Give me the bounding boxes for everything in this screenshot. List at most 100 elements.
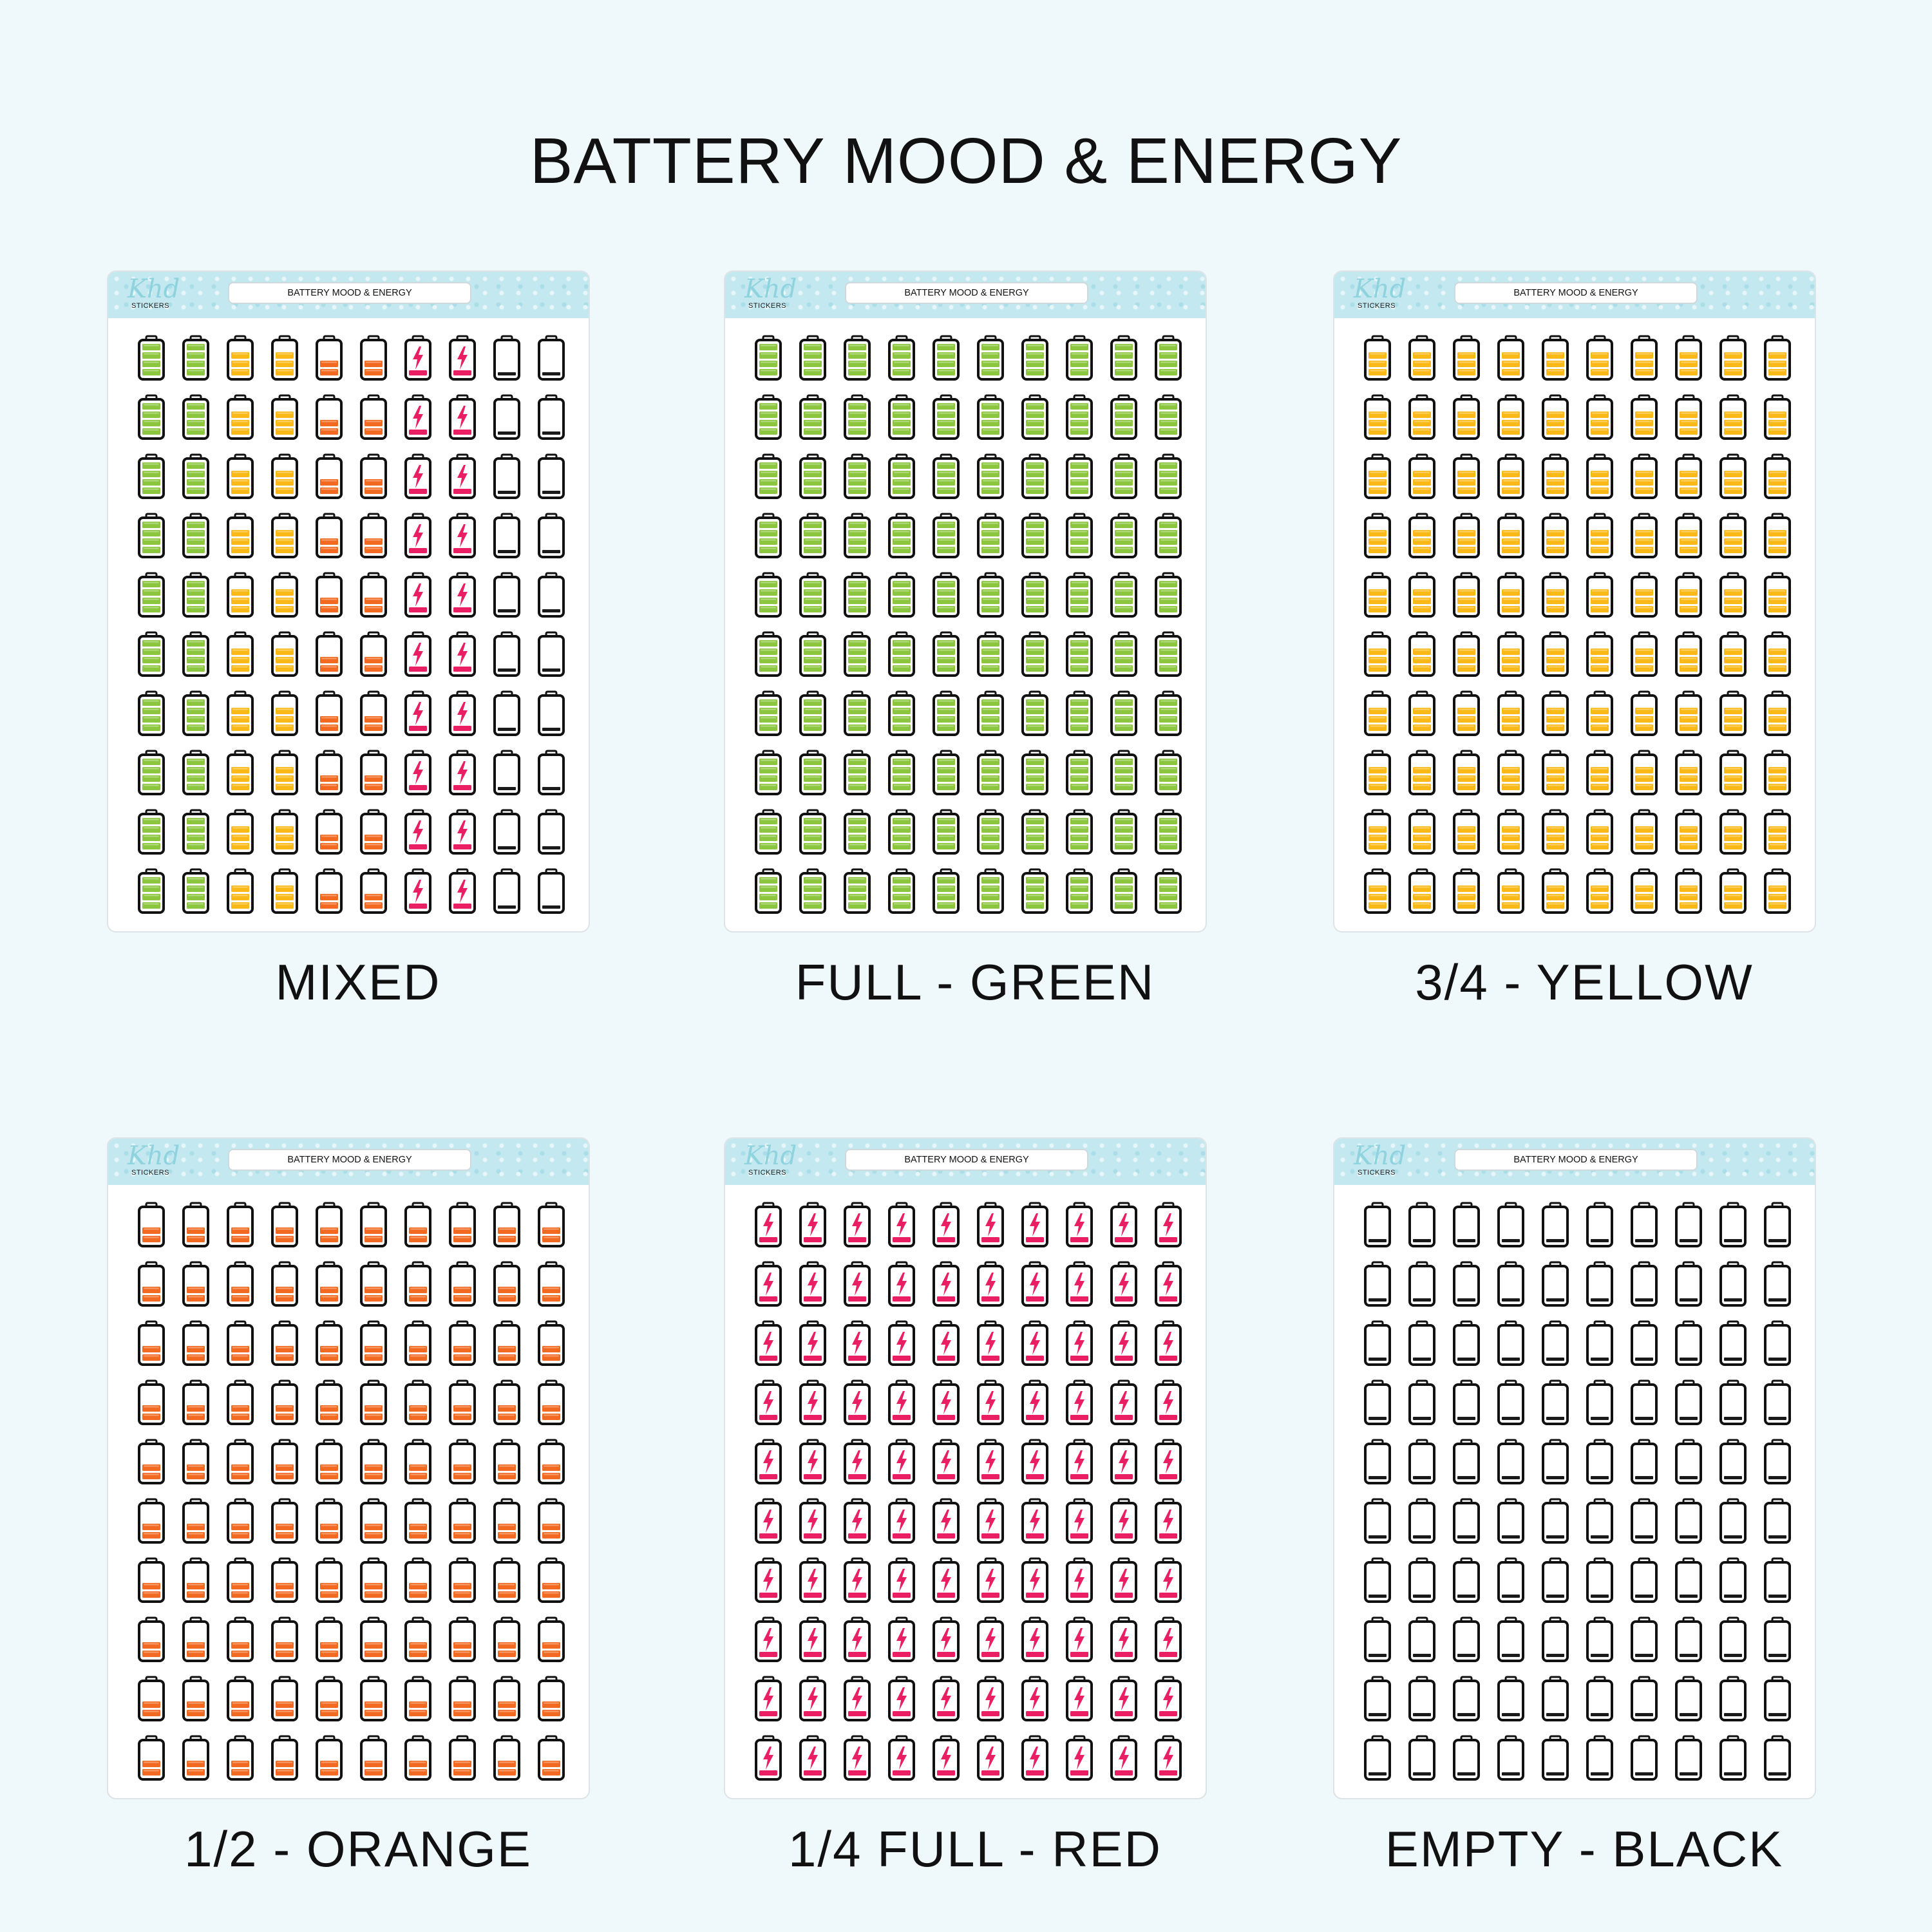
battery-quarter-charging-icon	[1057, 1373, 1101, 1432]
battery-half-icon	[173, 1432, 218, 1492]
battery-half-icon	[262, 1610, 307, 1669]
sticker-sheet-empty-black[interactable]: Khd STICKERS BATTERY MOOD & ENERGY	[1333, 1137, 1816, 1799]
sticker-sheet-full-green[interactable]: Khd STICKERS BATTERY MOOD & ENERGY	[724, 270, 1207, 933]
battery-three-quarter-icon	[1355, 565, 1399, 625]
battery-full-icon	[746, 684, 790, 743]
battery-three-quarter-icon	[1355, 743, 1399, 802]
battery-half-icon	[129, 1728, 173, 1788]
battery-quarter-charging-icon	[1146, 1728, 1190, 1788]
battery-full-icon	[129, 862, 173, 921]
battery-empty-icon	[484, 684, 529, 743]
battery-full-icon	[129, 388, 173, 447]
battery-quarter-charging-icon	[835, 1728, 879, 1788]
battery-quarter-charging-icon	[923, 1551, 968, 1610]
battery-half-icon	[484, 1492, 529, 1551]
sheet-header-label: BATTERY MOOD & ENERGY	[228, 282, 471, 304]
brand-logo: Khd STICKERS	[1354, 1141, 1406, 1181]
battery-three-quarter-icon	[1444, 802, 1488, 862]
battery-empty-icon	[1488, 1728, 1533, 1788]
battery-half-icon	[307, 328, 351, 388]
battery-empty-icon	[1444, 1610, 1488, 1669]
sticker-sheet-three-quarter-yellow[interactable]: Khd STICKERS BATTERY MOOD & ENERGY	[1333, 270, 1816, 933]
battery-three-quarter-icon	[1710, 388, 1755, 447]
battery-three-quarter-icon	[1577, 388, 1622, 447]
battery-half-icon	[395, 1432, 440, 1492]
battery-empty-icon	[1710, 1728, 1755, 1788]
battery-empty-icon	[1710, 1373, 1755, 1432]
battery-three-quarter-icon	[1533, 328, 1577, 388]
battery-quarter-charging-icon	[1012, 1373, 1057, 1432]
battery-quarter-charging-icon	[440, 625, 484, 684]
battery-empty-icon	[529, 447, 573, 506]
battery-three-quarter-icon	[1666, 625, 1710, 684]
battery-quarter-charging-icon	[1146, 1492, 1190, 1551]
battery-empty-icon	[529, 802, 573, 862]
battery-half-icon	[173, 1669, 218, 1728]
battery-empty-icon	[1533, 1314, 1577, 1373]
battery-empty-icon	[1710, 1195, 1755, 1255]
battery-full-icon	[968, 328, 1012, 388]
battery-empty-icon	[1355, 1255, 1399, 1314]
sheet-header-label: BATTERY MOOD & ENERGY	[1454, 1149, 1698, 1171]
battery-grid	[129, 1195, 573, 1788]
sticker-sheet-half-orange[interactable]: Khd STICKERS BATTERY MOOD & ENERGY	[107, 1137, 590, 1799]
battery-three-quarter-icon	[262, 447, 307, 506]
sheet-caption-half-orange: 1/2 - ORANGE	[184, 1821, 532, 1877]
battery-quarter-charging-icon	[923, 1373, 968, 1432]
battery-empty-icon	[1755, 1610, 1799, 1669]
battery-empty-icon	[1355, 1373, 1399, 1432]
battery-quarter-charging-icon	[923, 1314, 968, 1373]
battery-full-icon	[1057, 328, 1101, 388]
battery-full-icon	[968, 565, 1012, 625]
battery-three-quarter-icon	[1399, 447, 1444, 506]
sheet-header-label: BATTERY MOOD & ENERGY	[228, 1149, 471, 1171]
battery-empty-icon	[1710, 1551, 1755, 1610]
battery-full-icon	[879, 447, 923, 506]
sticker-sheet-quarter-red[interactable]: Khd STICKERS BATTERY MOOD & ENERGY	[724, 1137, 1207, 1799]
battery-quarter-charging-icon	[790, 1373, 835, 1432]
battery-full-icon	[835, 684, 879, 743]
battery-empty-icon	[1488, 1432, 1533, 1492]
battery-grid	[1355, 1195, 1799, 1788]
battery-quarter-charging-icon	[835, 1255, 879, 1314]
battery-quarter-charging-icon	[1101, 1728, 1146, 1788]
brand-logo-text: STICKERS	[748, 302, 787, 310]
battery-three-quarter-icon	[1710, 565, 1755, 625]
sticker-sheet-mixed[interactable]: Khd STICKERS BATTERY MOOD & ENERGY	[107, 270, 590, 933]
battery-full-icon	[835, 388, 879, 447]
battery-full-icon	[790, 506, 835, 565]
battery-full-icon	[879, 862, 923, 921]
battery-quarter-charging-icon	[835, 1373, 879, 1432]
battery-quarter-charging-icon	[968, 1255, 1012, 1314]
battery-full-icon	[129, 625, 173, 684]
battery-half-icon	[395, 1492, 440, 1551]
battery-quarter-charging-icon	[1146, 1373, 1190, 1432]
battery-quarter-charging-icon	[395, 388, 440, 447]
battery-empty-icon	[529, 506, 573, 565]
battery-quarter-charging-icon	[968, 1492, 1012, 1551]
battery-quarter-charging-icon	[1101, 1432, 1146, 1492]
battery-full-icon	[879, 625, 923, 684]
battery-full-icon	[1146, 328, 1190, 388]
battery-quarter-charging-icon	[879, 1255, 923, 1314]
battery-half-icon	[307, 1669, 351, 1728]
battery-half-icon	[351, 1373, 395, 1432]
battery-quarter-charging-icon	[746, 1255, 790, 1314]
battery-half-icon	[173, 1195, 218, 1255]
battery-half-icon	[307, 1373, 351, 1432]
battery-quarter-charging-icon	[968, 1314, 1012, 1373]
battery-full-icon	[835, 862, 879, 921]
battery-half-icon	[218, 1492, 262, 1551]
battery-quarter-charging-icon	[1101, 1373, 1146, 1432]
battery-quarter-charging-icon	[835, 1492, 879, 1551]
battery-empty-icon	[1577, 1551, 1622, 1610]
battery-three-quarter-icon	[1577, 743, 1622, 802]
battery-empty-icon	[1710, 1314, 1755, 1373]
battery-half-icon	[307, 1432, 351, 1492]
battery-quarter-charging-icon	[879, 1610, 923, 1669]
battery-half-icon	[395, 1551, 440, 1610]
battery-three-quarter-icon	[1399, 802, 1444, 862]
battery-half-icon	[307, 743, 351, 802]
brand-logo-mark: Khd	[128, 1141, 180, 1171]
battery-full-icon	[1012, 862, 1057, 921]
